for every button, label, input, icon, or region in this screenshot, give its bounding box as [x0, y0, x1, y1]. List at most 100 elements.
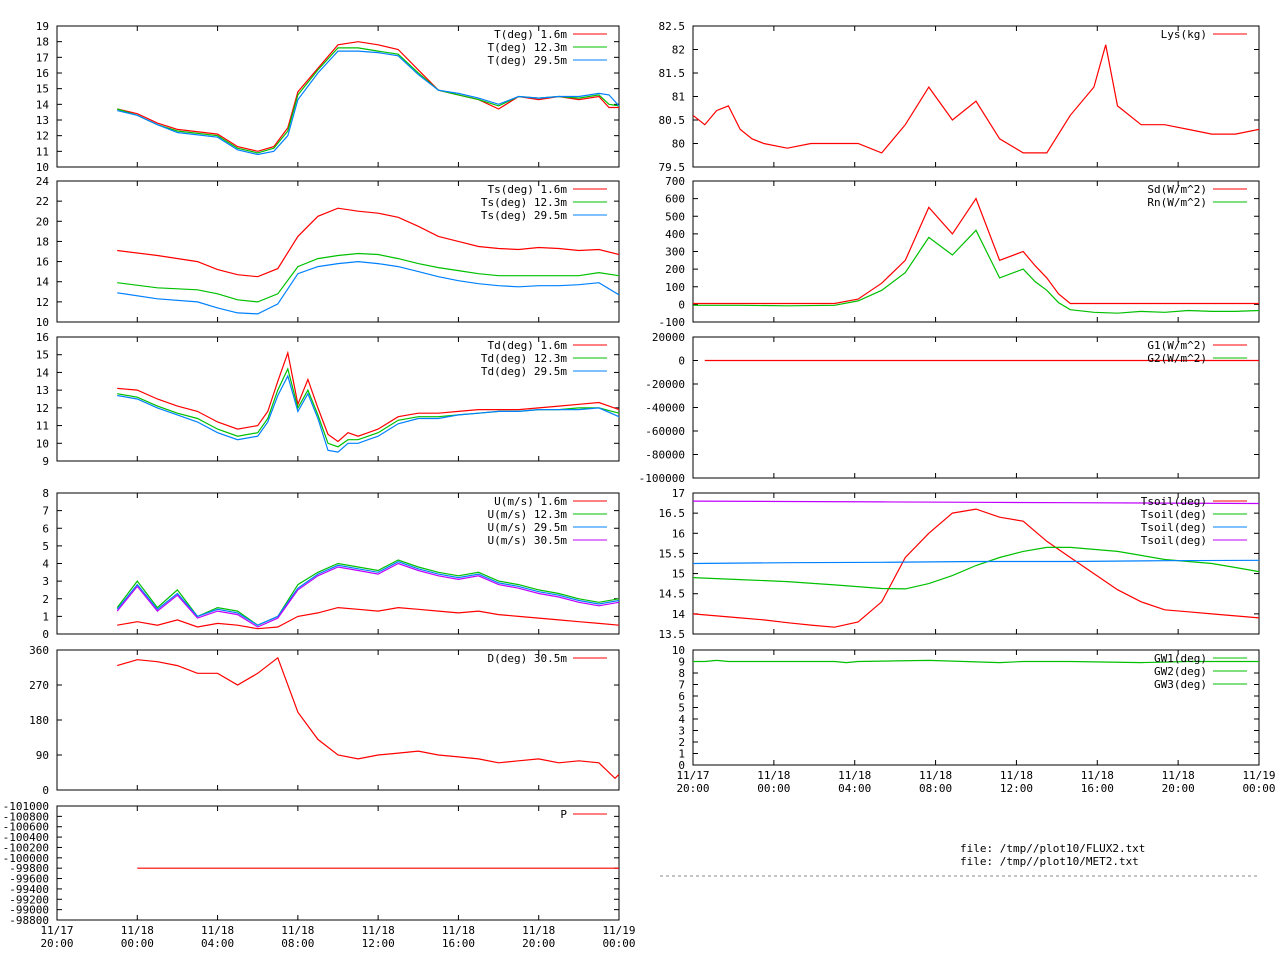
y-tick-label: -99600	[9, 873, 49, 886]
panel-d: 360 270 180 90 0 D(deg) 30.5m	[29, 644, 620, 797]
y-tick-label: 12	[36, 402, 49, 415]
y-tick-label: 11	[36, 420, 49, 433]
y-tick-label: 14	[36, 276, 50, 289]
y-tick-label: 0	[678, 759, 685, 772]
y-tick-label: 90	[36, 749, 49, 762]
y-tick-label: 15	[672, 568, 685, 581]
x-tick-label: 12:00	[1000, 782, 1033, 795]
y-tick-label: -100	[659, 316, 686, 329]
y-tick-label: -80000	[645, 449, 685, 462]
x-tick-label: 11/18	[1000, 769, 1033, 782]
series-line	[693, 500, 1259, 505]
legend-label: Ts(deg) 29.5m	[481, 209, 567, 222]
series-line	[117, 252, 619, 303]
series-line	[693, 197, 1259, 305]
file-label: file: /tmp//plot10/FLUX2.txt	[960, 842, 1145, 855]
y-tick-label: 1	[678, 748, 685, 761]
y-tick-label: 11	[36, 145, 49, 158]
y-tick-label: -20000	[645, 378, 685, 391]
legend-label: G2(W/m^2)	[1147, 352, 1207, 365]
y-tick-label: -99400	[9, 883, 49, 896]
y-tick-label: 0	[42, 628, 49, 641]
x-tick-label: 11/18	[362, 924, 395, 937]
y-tick-label: 82.5	[659, 20, 686, 33]
y-tick-label: 3	[678, 725, 685, 738]
legend-label: D(deg) 30.5m	[488, 652, 568, 665]
y-tick-label: 12	[36, 296, 49, 309]
panel-lys: 82.5 82 81.5 81 80.5 80 79.5 Lys(kg)	[659, 20, 1260, 174]
y-tick-label: 15.5	[659, 547, 686, 560]
y-tick-label: 100	[665, 281, 685, 294]
legend-label: Sd(W/m^2)	[1147, 183, 1207, 196]
y-tick-label: 24	[36, 175, 50, 188]
x-tick-label: 11/18	[201, 924, 234, 937]
panel-tsoil: 1716.51615.51514.51413.5Tsoil(deg)Tsoil(…	[659, 487, 1260, 641]
y-tick-label: 270	[29, 679, 49, 692]
series-line	[693, 559, 1259, 565]
y-tick-label: 600	[665, 193, 685, 206]
y-tick-label: 200	[665, 263, 685, 276]
legend-label: T(deg) 29.5m	[488, 54, 568, 67]
x-tick-label: 11/18	[1162, 769, 1195, 782]
y-tick-label: 16	[672, 527, 685, 540]
panel-p: -101000-100800-100600-100400-100200-1000…	[3, 800, 636, 950]
y-tick-label: 20	[36, 215, 49, 228]
y-tick-label: -100000	[3, 852, 49, 865]
series-line	[116, 561, 619, 626]
y-tick-label: -40000	[645, 402, 685, 415]
x-tick-label: 04:00	[201, 937, 234, 950]
y-tick-label: 400	[665, 228, 685, 241]
series-line	[116, 562, 619, 628]
legend-label: GW3(deg)	[1154, 678, 1207, 691]
y-tick-label: 13	[36, 384, 49, 397]
y-tick-label: 80	[672, 138, 685, 151]
y-tick-label: 15	[36, 349, 49, 362]
series-line	[117, 50, 619, 156]
series-line	[693, 229, 1259, 314]
legend-label: GW1(deg)	[1154, 652, 1207, 665]
series-line	[117, 656, 619, 780]
y-tick-label: 22	[36, 195, 49, 208]
y-tick-label: 16.5	[659, 507, 686, 520]
y-tick-label: 16	[36, 256, 49, 269]
y-tick-label: 7	[42, 505, 49, 518]
series-line	[117, 606, 619, 630]
x-tick-label: 12:00	[362, 937, 395, 950]
x-tick-label: 20:00	[522, 937, 555, 950]
series-line	[693, 546, 1259, 590]
legend-label: P	[560, 808, 567, 821]
y-tick-label: 0	[42, 784, 49, 797]
plot-frame	[56, 805, 620, 921]
y-tick-label: -100000	[639, 472, 685, 485]
x-tick-label: 04:00	[838, 782, 871, 795]
legend-label: Tsoil(deg)	[1141, 495, 1207, 508]
legend-label: Ts(deg) 12.3m	[481, 196, 567, 209]
series-line	[117, 350, 619, 443]
y-tick-label: -100600	[3, 821, 49, 834]
plot-frame	[56, 180, 620, 323]
legend-label: Tsoil(deg)	[1141, 508, 1207, 521]
y-tick-label: 17	[36, 51, 49, 64]
x-tick-label: 20:00	[1162, 782, 1195, 795]
y-tick-label: 5	[678, 702, 685, 715]
x-tick-label: 16:00	[442, 937, 475, 950]
y-tick-label: 1	[42, 610, 49, 623]
x-tick-label: 11/18	[281, 924, 314, 937]
legend-label: Td(deg) 29.5m	[481, 365, 567, 378]
y-tick-label: 14.5	[659, 588, 686, 601]
y-tick-label: 360	[29, 644, 49, 657]
y-tick-label: 2	[42, 593, 49, 606]
x-tick-label: 11/17	[676, 769, 709, 782]
y-tick-label: 10	[36, 161, 49, 174]
y-tick-label: -101000	[3, 800, 49, 813]
legend-label: GW2(deg)	[1154, 665, 1207, 678]
plot-frame	[56, 649, 620, 791]
y-tick-label: 9	[42, 455, 49, 468]
y-tick-label: 13.5	[659, 628, 686, 641]
legend-label: T(deg) 1.6m	[494, 28, 567, 41]
x-tick-label: 16:00	[1081, 782, 1114, 795]
y-tick-label: -99200	[9, 893, 49, 906]
